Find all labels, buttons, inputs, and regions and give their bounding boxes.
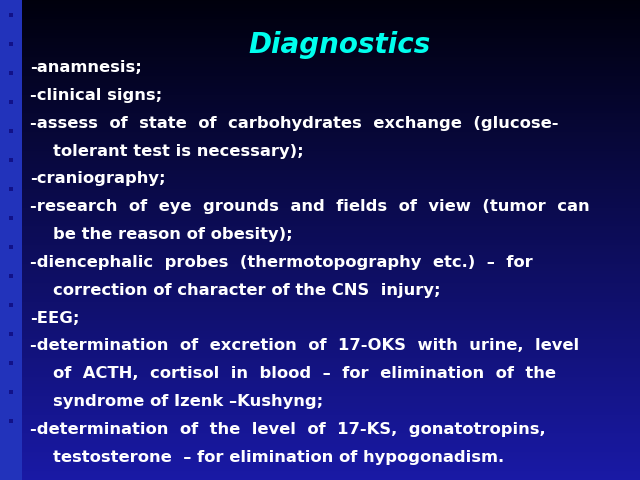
Text: -EEG;: -EEG; <box>30 311 79 325</box>
Bar <box>9 390 13 394</box>
Bar <box>9 158 13 162</box>
Bar <box>9 13 13 17</box>
Bar <box>9 100 13 104</box>
Bar <box>9 245 13 249</box>
Bar <box>9 361 13 365</box>
Bar <box>9 419 13 423</box>
Bar <box>9 129 13 133</box>
Text: -determination  of  excretion  of  17-OKS  with  urine,  level: -determination of excretion of 17-OKS wi… <box>30 338 579 353</box>
Bar <box>9 332 13 336</box>
Text: -research  of  eye  grounds  and  fields  of  view  (tumor  can: -research of eye grounds and fields of v… <box>30 199 589 214</box>
Text: -clinical signs;: -clinical signs; <box>30 88 163 103</box>
Text: testosterone  – for elimination of hypogonadism.: testosterone – for elimination of hypogo… <box>30 450 504 465</box>
Text: -craniography;: -craniography; <box>30 171 166 186</box>
Text: -diencephalic  probes  (thermotopography  etc.)  –  for: -diencephalic probes (thermotopography e… <box>30 255 532 270</box>
Bar <box>9 187 13 191</box>
Text: syndrome of Izenk –Kushyng;: syndrome of Izenk –Kushyng; <box>30 394 323 409</box>
Text: -assess  of  state  of  carbohydrates  exchange  (glucose-: -assess of state of carbohydrates exchan… <box>30 116 559 131</box>
Text: of  ACTH,  cortisol  in  blood  –  for  elimination  of  the: of ACTH, cortisol in blood – for elimina… <box>30 366 556 381</box>
Text: Diagnostics: Diagnostics <box>249 31 431 59</box>
Bar <box>9 71 13 75</box>
Bar <box>0 0 22 480</box>
Text: correction of character of the CNS  injury;: correction of character of the CNS injur… <box>30 283 440 298</box>
Text: tolerant test is necessary);: tolerant test is necessary); <box>30 144 304 158</box>
Text: be the reason of obesity);: be the reason of obesity); <box>30 227 292 242</box>
Bar <box>9 303 13 307</box>
Text: -determination  of  the  level  of  17-KS,  gonatotropins,: -determination of the level of 17-KS, go… <box>30 422 546 437</box>
Bar <box>9 274 13 278</box>
Bar <box>9 216 13 220</box>
Bar <box>9 42 13 46</box>
Text: -anamnesis;: -anamnesis; <box>30 60 142 75</box>
